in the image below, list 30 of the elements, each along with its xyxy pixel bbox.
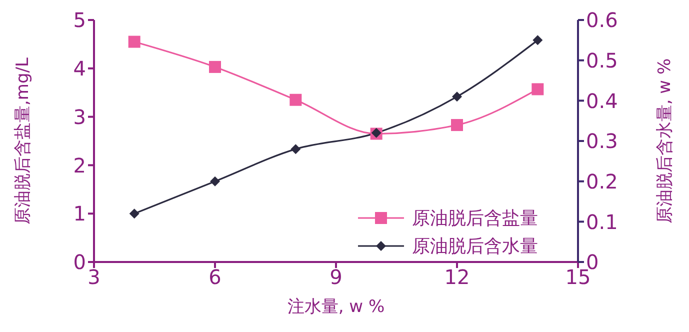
- y-tick-label: 1: [73, 202, 86, 226]
- point: [209, 60, 221, 73]
- x-tick-label: 6: [208, 265, 222, 290]
- x-axis-title: 注水量, w %: [287, 297, 385, 317]
- y-tick-label: 3: [73, 104, 86, 129]
- y2-tick-label: 0.5: [586, 48, 618, 72]
- legend-label: 原油脱后含盐量: [412, 207, 538, 230]
- point: [452, 92, 462, 102]
- point: [129, 208, 140, 219]
- y-tick-label: 4: [73, 56, 86, 80]
- x-tick-label: 9: [330, 265, 342, 290]
- point: [532, 83, 544, 96]
- y2-tick-label: 0.3: [586, 129, 618, 154]
- y2-axis-title: 原油脱后含水量, w %: [655, 58, 676, 224]
- y-axis-title: 原油脱后含盐量,mg/L: [13, 57, 34, 224]
- x-tick-label: 12: [444, 265, 470, 290]
- y2-tick-label: 0.6: [586, 8, 618, 32]
- y2-tick-label: 0.2: [586, 169, 618, 194]
- point: [451, 119, 463, 132]
- y-tick-label: 2: [73, 153, 86, 178]
- y2-tick-label: 0.1: [586, 210, 618, 234]
- y-tick-label: 0: [73, 250, 86, 274]
- point: [290, 144, 301, 154]
- point: [210, 176, 220, 186]
- y2-tick-label: 0.4: [586, 88, 618, 113]
- legend-label: 原油脱后含水量: [412, 235, 538, 258]
- point: [532, 35, 543, 46]
- y-tick-label: 5: [73, 8, 86, 32]
- point: [128, 36, 140, 48]
- point: [290, 94, 302, 106]
